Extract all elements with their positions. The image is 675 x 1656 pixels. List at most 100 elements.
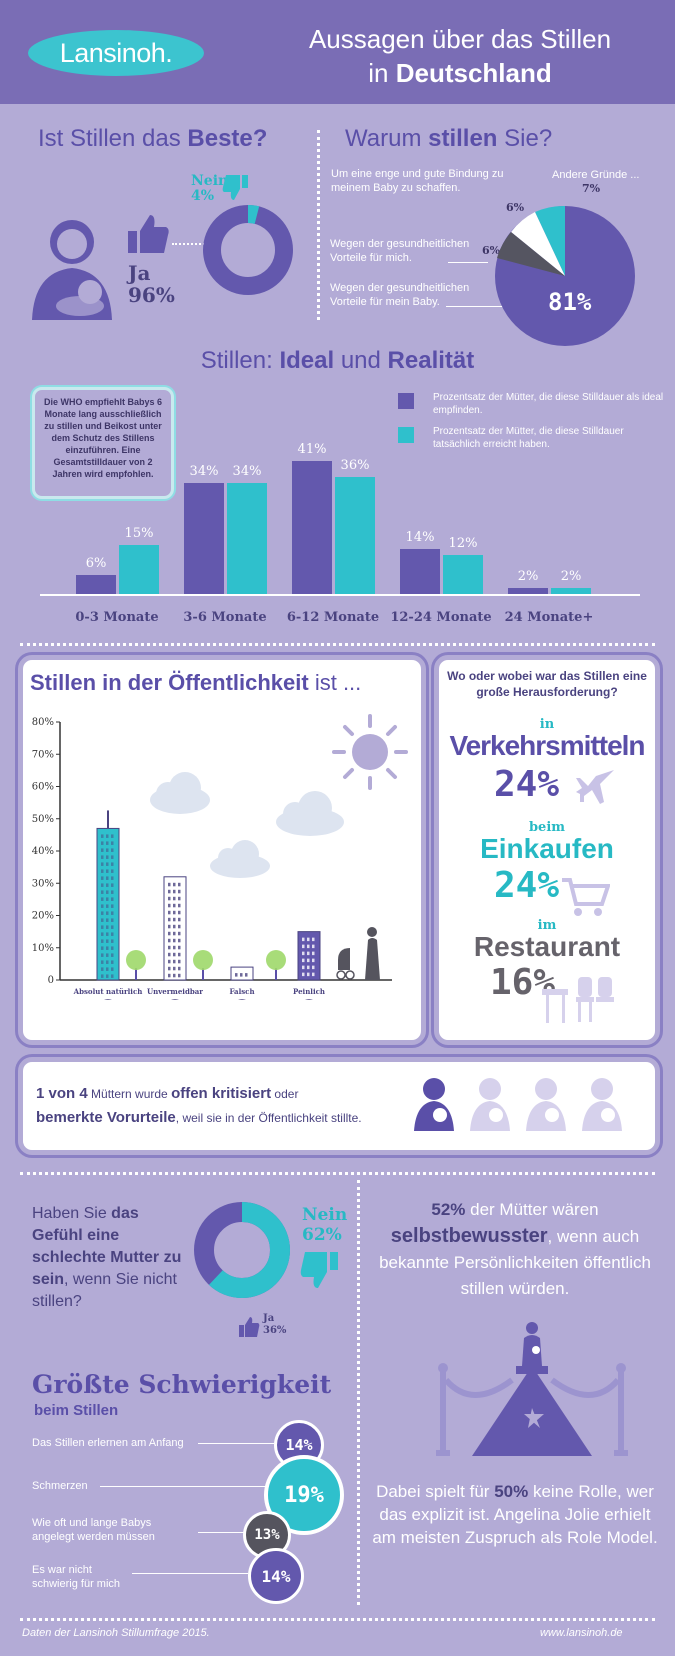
building-window	[111, 834, 114, 838]
divider	[20, 643, 655, 646]
building-window	[101, 911, 104, 915]
building-window	[106, 862, 109, 866]
building-window	[101, 974, 104, 978]
red-carpet-illustration	[436, 1322, 628, 1456]
building-window	[101, 925, 104, 929]
bar-real	[551, 587, 591, 594]
building-window	[106, 939, 109, 943]
celeb-role-model: Dabei spielt für 50% keine Rolle, wer da…	[372, 1482, 658, 1547]
building-window	[101, 967, 104, 971]
building-window	[106, 883, 109, 887]
building-window	[101, 862, 104, 866]
bar-ideal	[400, 548, 440, 594]
building-window	[101, 890, 104, 894]
building-window	[106, 946, 109, 950]
public-bar-chart: 0 10% 20% 30% 40% 50% 60% 70% 80% Absolut natürli…	[32, 710, 392, 1021]
building-window	[312, 958, 315, 963]
building-window	[240, 973, 243, 977]
leader-line	[100, 1486, 268, 1487]
difficulty-item-4-value: 14%	[248, 1548, 304, 1604]
mother-head-icon	[367, 927, 377, 937]
bar-ideal	[292, 460, 332, 594]
bar-ideal	[76, 574, 116, 594]
building-window	[312, 972, 315, 977]
building-window	[307, 937, 310, 942]
building-window	[106, 897, 109, 901]
ideal-title: Stillen: Ideal und Realität	[200, 347, 475, 374]
building-window	[178, 931, 181, 936]
building-window	[111, 862, 114, 866]
ideal-bar-chart: 6% 15% 34% 34% 41% 36% 14% 12% 2% 2%	[40, 440, 640, 594]
building-window	[168, 910, 171, 915]
building-window	[106, 967, 109, 971]
building-window	[173, 910, 176, 915]
category-label: Absolut natürlich	[73, 987, 143, 996]
y-tick-label: 20%	[32, 911, 54, 922]
footer-url[interactable]: www.lansinoh.de	[540, 1627, 623, 1639]
stroller-wheel	[345, 970, 355, 980]
x-tick-label: 24 Monate+	[504, 610, 594, 625]
building-window	[178, 973, 181, 978]
building-window	[178, 917, 181, 922]
building-window	[101, 939, 104, 943]
building-window	[245, 973, 248, 977]
sun-icon	[332, 714, 408, 790]
building-window	[302, 958, 305, 963]
building-window	[178, 924, 181, 929]
leader-line	[198, 1443, 274, 1444]
building-window	[106, 974, 109, 978]
building-window	[302, 944, 305, 949]
building-window	[168, 959, 171, 964]
divider	[20, 1618, 655, 1621]
bar-value-label: 2%	[560, 568, 582, 584]
legend-swatch-ideal	[398, 393, 414, 409]
building-window	[111, 904, 114, 908]
building-window	[111, 897, 114, 901]
tree-trunk	[135, 968, 137, 980]
building-window	[106, 848, 109, 852]
difficulty-item-1-label: Das Stillen erlernen am Anfang	[32, 1437, 184, 1449]
bar-value-label: 36%	[340, 457, 370, 473]
building-window	[111, 841, 114, 845]
ideal-chart-xaxis: 0-3 Monate 3-6 Monate 6-12 Monate 12-24 Mon…	[40, 610, 640, 630]
building-window	[111, 953, 114, 957]
building-window	[302, 937, 305, 942]
building-window	[307, 972, 310, 977]
mother-icon	[470, 1078, 510, 1131]
tree-icon	[126, 950, 146, 970]
building-window	[168, 924, 171, 929]
building-window	[111, 869, 114, 873]
building-window	[173, 952, 176, 957]
bad-mother-donut	[194, 1202, 290, 1298]
challenge-3-value: 16%	[490, 962, 556, 1003]
tree-icon	[266, 950, 286, 970]
mother-icon	[582, 1078, 622, 1131]
tree-trunk	[275, 968, 277, 980]
building-window	[173, 882, 176, 887]
thumbs-up-icon	[239, 1317, 260, 1337]
y-tick-label: 70%	[32, 749, 54, 760]
building-window	[106, 876, 109, 880]
bar-real	[119, 545, 159, 594]
building-window	[111, 911, 114, 915]
building-window	[173, 959, 176, 964]
challenge-2: Einkaufen	[480, 833, 614, 864]
challenge-3-pre: im	[537, 918, 557, 933]
x-tick-label: 0-3 Monate	[75, 610, 159, 625]
public-chart-svg: 0 10% 20% 30% 40% 50% 60% 70% 80% Absolut natürli…	[32, 717, 392, 1021]
building-window	[111, 967, 114, 971]
building-window	[168, 903, 171, 908]
difficulty-item-2-label: Schmerzen	[32, 1480, 88, 1492]
lansinoh-logo[interactable]: Lansinoh.	[28, 30, 204, 76]
building-window	[307, 958, 310, 963]
building-window	[173, 945, 176, 950]
x-tick-label: 6-12 Monate	[286, 610, 380, 625]
legend-swatch-real	[398, 427, 414, 443]
stroller-wheel	[336, 970, 346, 980]
building-window	[178, 903, 181, 908]
tree-icon	[193, 950, 213, 970]
bar-value-label: 12%	[448, 536, 478, 551]
building-window	[101, 932, 104, 936]
best-donut	[203, 205, 293, 295]
x-tick-label: 3-6 Monate	[183, 610, 267, 625]
